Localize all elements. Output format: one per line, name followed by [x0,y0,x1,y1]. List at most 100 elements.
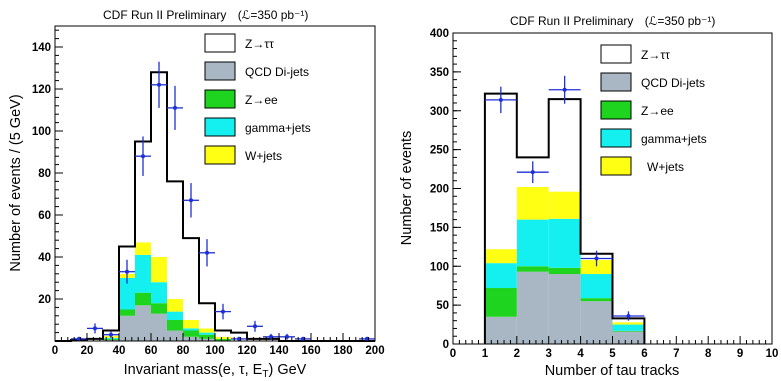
left-legend-swatch-zee [204,89,236,109]
left-data-point-9 [215,303,231,320]
left-legend-swatch-ztautau [204,33,236,53]
right-bar-qcd-1 [516,271,549,344]
right-data-marker-0 [498,97,503,102]
left-bar-qcd-6 [151,313,167,341]
right-xtick-label-8: 8 [705,348,712,360]
left-legend-label-wjets: W+jets [245,149,282,163]
right-ytick-label-5: 250 [430,145,449,157]
left-xtick-label-9: 180 [333,345,352,357]
left-data-point-5 [151,61,167,108]
left-bar-ztautau-7 [167,181,183,299]
left-bar-ztautau-6 [151,72,167,257]
left-x-axis-label: Invariant mass(e, τ, ET) GeV [124,362,307,380]
left-legend-label-gammajets: gamma+jets [245,121,311,135]
left-data-marker-10 [237,336,241,341]
left-legend-label-zee: Z→ee [245,93,278,107]
left-bar-wjets-6 [151,257,167,283]
left-xtick-label-1: 20 [81,345,94,357]
right-bar-gammajets-2 [548,218,581,268]
right-xtick-label-9: 9 [737,348,743,360]
left-bar-qcd-5 [135,305,151,341]
mass-chart: CDF Run II Preliminary (ℒ=350 pb⁻¹) 0 20 4… [8,8,385,380]
right-ytick-label-0: 0 [443,339,449,351]
right-xtick-label-3: 3 [545,348,551,360]
right-ytick-label-3: 150 [430,222,449,234]
right-bar-wjets-4 [612,322,645,325]
left-bar-ztautau-2 [87,338,103,341]
left-bar-ztautau-10 [215,330,231,337]
left-xtick-label-8: 160 [301,345,320,357]
left-bar-gammajets-8 [183,328,199,331]
left-xtick-label-3: 60 [145,345,158,357]
right-bar-zee-0 [484,288,517,317]
right-xtick-label-2: 2 [514,348,520,360]
right-ytick-label-7: 350 [430,67,449,79]
left-ytick-label-1: 40 [38,252,51,264]
left-legend-label-qcd: QCD Di-jets [245,65,309,79]
left-data-marker-15 [365,336,369,341]
left-bar-zee-5 [135,292,151,306]
left-ytick-label-0: 20 [38,294,51,306]
right-bar-qcd-3 [580,301,613,344]
left-data-point-0 [71,336,87,341]
left-bar-zee-10 [215,338,231,341]
right-bar-zee-2 [548,267,581,275]
left-ytick-label-4: 100 [32,126,51,138]
right-data-marker-2 [562,87,567,92]
left-data-point-4 [135,136,151,176]
right-legend-label-ztautau: Z→ττ [641,48,670,62]
left-xtick-label-6: 120 [237,345,256,357]
right-ytick-label-8: 400 [430,28,449,40]
right-bar-qcd-4 [612,331,645,344]
left-bar-qcd-7 [167,330,183,341]
left-bar-qcd-9 [199,338,215,341]
right-xtick-label-0: 0 [450,348,456,360]
left-legend-label-ztautau: Z→ττ [245,37,274,51]
right-x-axis-label: Number of tau tracks [545,363,680,379]
right-xtick-label-10: 10 [766,348,779,360]
right-legend-swatch-wjets [600,156,632,176]
left-xtick-label-2: 40 [113,345,126,357]
right-bar-qcd-0 [484,316,517,344]
left-data-point-12 [263,333,279,340]
left-header: CDF Run II Preliminary (ℒ=350 pb⁻¹) [103,8,308,22]
left-bar-gammajets-7 [167,311,183,320]
tracks-chart: CDF Run II Preliminary (ℒ=350 pb⁻¹) 0 1 2 3… [399,14,778,379]
left-data-marker-5 [157,82,161,87]
right-bar-qcd-2 [548,274,581,344]
left-bar-ztautau-13 [263,338,279,341]
right-data-marker-1 [530,170,535,175]
right-ytick-label-4: 200 [430,184,449,196]
left-x-label-main: Invariant mass(e, τ, E [124,362,263,378]
left-bar-wjets-8 [183,320,199,329]
right-data-point-2 [548,75,581,104]
left-bar-ztautau-5 [135,141,151,243]
left-ytick-label-5: 120 [32,84,51,96]
right-bar-wjets-3 [580,260,613,275]
left-bar-zee-4 [119,309,135,316]
right-bar-wjets-1 [516,186,549,220]
right-bar-wjets-0 [484,249,517,264]
right-legend-swatch-qcd [600,72,632,92]
left-legend-swatch-wjets [204,145,236,165]
right-bar-zee-1 [516,266,549,272]
right-xtick-label-4: 4 [577,348,584,360]
right-header-lumi: (ℒ=350 pb⁻¹) [645,14,716,28]
left-bar-wjets-9 [199,328,215,333]
left-bar-zee-6 [151,303,167,314]
left-xtick-label-5: 100 [205,345,224,357]
left-data-marker-9 [221,309,225,314]
left-data-marker-3 [125,269,129,274]
right-data-point-3 [580,250,613,267]
left-bar-zee-3 [103,338,119,340]
right-data-point-0 [484,86,517,114]
left-xtick-label-4: 80 [177,345,190,357]
left-xtick-label-0: 0 [52,345,58,357]
left-y-axis-label: Number of events / (5 GeV) [8,94,24,271]
left-bar-gammajets-3 [103,337,119,339]
left-legend-swatch-qcd [204,61,236,81]
left-data-marker-1 [93,326,97,331]
right-data-point-4 [612,311,645,321]
left-bar-gammajets-5 [135,254,151,293]
